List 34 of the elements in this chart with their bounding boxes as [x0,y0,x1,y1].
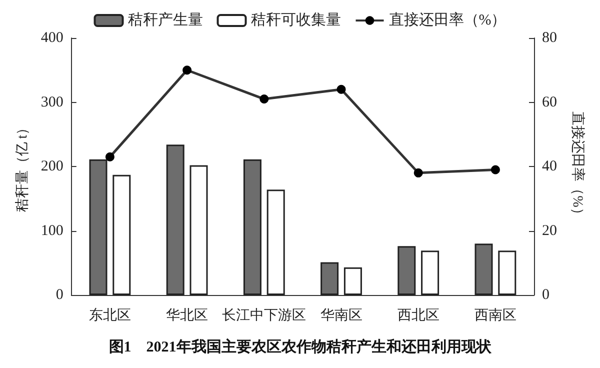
y2-axis-title: 直接还田率（%） [570,112,586,222]
y2-tick-label: 20 [542,222,557,239]
bar [112,174,131,295]
y-axis-title: 秸秆量（亿 t） [14,120,30,212]
y2-tick-label: 60 [542,94,557,110]
bar [166,144,184,295]
y2-tick-label: 40 [542,158,557,174]
legend-label: 秸秆可收集量 [250,12,341,28]
bar [190,165,208,295]
y-tick-label: 300 [40,94,64,110]
bar [344,267,362,295]
x-tick-label: 西南区 [474,308,516,324]
x-tick-label: 东北区 [88,308,131,324]
y-tick-label: 200 [40,158,64,174]
y-tick-label: 100 [40,222,64,239]
x-tick-label: 华南区 [320,308,362,324]
bar [474,244,493,295]
bar [398,246,416,295]
bar [421,250,440,295]
bar [89,159,108,295]
x-tick-label: 华北区 [166,308,208,324]
bar [266,190,285,295]
bar [243,159,262,295]
x-tick-label: 西北区 [397,308,440,324]
bar [498,250,516,295]
x-tick-label: 长江中下游区 [222,308,306,324]
y-tick-label: 0 [56,287,64,303]
legend-label: 直接还田率（%） [388,12,506,28]
y2-tick-label: 80 [542,30,557,46]
legend-label: 秸秆产生量 [128,12,203,28]
y-tick-label: 400 [40,30,64,46]
y2-tick-label: 0 [542,287,550,303]
text: 图1 2021年我国主要农区农作物秸秆产生和还田利用现状 [108,338,492,356]
bar [320,262,339,295]
